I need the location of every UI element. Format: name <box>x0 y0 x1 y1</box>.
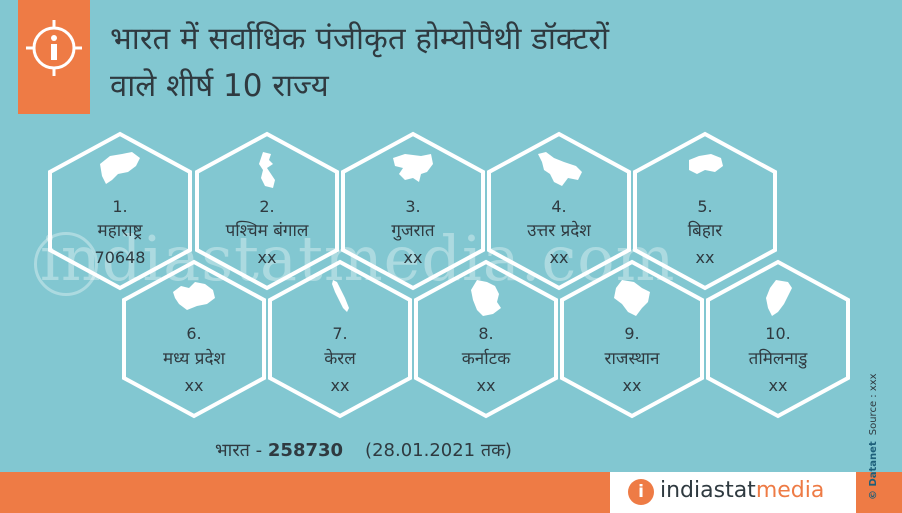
state-rank: 5. <box>697 197 713 216</box>
state-value: xx <box>184 376 204 395</box>
logo-accent: media <box>755 478 825 503</box>
state-rank: 9. <box>624 324 640 343</box>
source-note: Source : xxx <box>868 373 879 436</box>
state-rank: 4. <box>551 197 567 216</box>
total-date: (28.01.2021 तक) <box>365 440 512 461</box>
brand-logo[interactable]: i indiastatmedia <box>610 472 856 513</box>
state-card-10: 10. तमिलनाडु xx <box>704 258 852 420</box>
state-name: महाराष्ट्र <box>97 221 143 241</box>
watermark-target-icon <box>34 232 98 296</box>
state-card-8: 8. कर्नाटक xx <box>412 258 560 420</box>
west-bengal-map-icon <box>259 152 275 188</box>
karnataka-map-icon <box>471 280 501 316</box>
state-name: तमिलनाडु <box>748 349 808 369</box>
logo-text: indiastatmedia <box>660 478 824 503</box>
side-credit: © Datanet Source : xxx <box>868 373 879 500</box>
total-label: भारत - <box>215 440 268 461</box>
state-value: xx <box>257 248 277 267</box>
kerala-map-icon <box>332 280 349 312</box>
copyright-brand: © Datanet <box>868 441 879 500</box>
state-value: xx <box>330 376 350 395</box>
state-value: xx <box>622 376 642 395</box>
state-value: xx <box>695 248 715 267</box>
state-rank: 6. <box>186 324 202 343</box>
state-name: केरल <box>324 349 356 369</box>
state-value: xx <box>476 376 496 395</box>
gujarat-map-icon <box>393 154 433 182</box>
page-title: भारत में सर्वाधिक पंजीकृत होम्योपैथी डॉक… <box>110 16 770 110</box>
state-rank: 10. <box>765 324 791 343</box>
state-rank: 3. <box>405 197 421 216</box>
info-badge <box>18 0 90 114</box>
state-value: xx <box>403 248 423 267</box>
state-name: पश्चिम बंगाल <box>225 221 309 241</box>
logo-info-icon: i <box>628 479 654 505</box>
state-card-5: 5. बिहार xx <box>631 130 779 292</box>
state-name: गुजरात <box>391 221 435 241</box>
state-rank: 8. <box>478 324 494 343</box>
total-value: 258730 <box>267 440 344 461</box>
uttar-pradesh-map-icon <box>538 152 582 186</box>
state-card-9: 9. राजस्थान xx <box>558 258 706 420</box>
state-value: 70648 <box>94 248 146 267</box>
info-icon <box>18 0 90 114</box>
state-name: राजस्थान <box>604 349 660 369</box>
tamil-nadu-map-icon <box>766 280 792 316</box>
footer-bar: i indiastatmedia <box>0 472 902 513</box>
state-rank: 1. <box>112 197 128 216</box>
india-total: भारत - 258730 (28.01.2021 तक) <box>215 438 512 462</box>
state-card-4: 4. उत्तर प्रदेश xx <box>485 130 633 292</box>
madhya-pradesh-map-icon <box>173 282 215 310</box>
logo-main: indiastat <box>660 478 756 503</box>
state-card-6: 6. मध्य प्रदेश xx <box>120 258 268 420</box>
state-card-2: 2. पश्चिम बंगाल xx <box>193 130 341 292</box>
rajasthan-map-icon <box>614 280 650 316</box>
state-name: कर्नाटक <box>461 349 511 369</box>
title-line-1: भारत में सर्वाधिक पंजीकृत होम्योपैथी डॉक… <box>110 21 610 57</box>
state-value: xx <box>768 376 788 395</box>
state-card-3: 3. गुजरात xx <box>339 130 487 292</box>
state-name: बिहार <box>687 221 723 241</box>
state-name: उत्तर प्रदेश <box>527 221 591 241</box>
state-name: मध्य प्रदेश <box>162 349 226 369</box>
state-rank: 2. <box>259 197 275 216</box>
state-card-1: 1. महाराष्ट्र 70648 <box>46 130 194 292</box>
state-rank: 7. <box>332 324 348 343</box>
state-value: xx <box>549 248 569 267</box>
bihar-map-icon <box>689 154 723 174</box>
maharashtra-map-icon <box>100 152 140 184</box>
state-card-7: 7. केरल xx <box>266 258 414 420</box>
title-line-2: वाले शीर्ष 10 राज्य <box>110 68 329 104</box>
